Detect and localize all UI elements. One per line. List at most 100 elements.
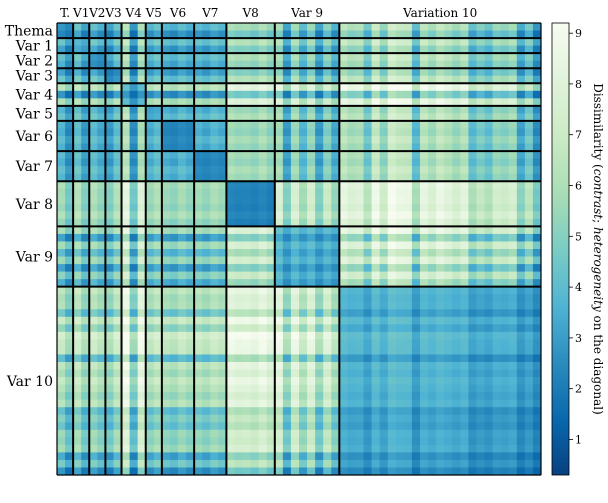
heatmap-cell — [387, 422, 397, 431]
heatmap-cell — [508, 136, 518, 144]
heatmap-cell — [299, 196, 308, 205]
heatmap-cell — [492, 264, 502, 272]
heatmap-cell — [339, 444, 348, 453]
heatmap-cell — [73, 30, 82, 39]
heatmap-cell — [371, 264, 381, 272]
heatmap-cell — [161, 75, 171, 84]
heatmap-cell — [460, 422, 469, 431]
heatmap-cell — [500, 53, 510, 62]
heatmap-cell — [121, 256, 130, 265]
heatmap-cell — [444, 452, 453, 461]
heatmap-cell — [315, 467, 324, 476]
heatmap-cell — [476, 23, 485, 31]
heatmap-cell — [266, 45, 276, 54]
heatmap-cell — [420, 354, 429, 363]
heatmap-cell — [210, 173, 219, 182]
heatmap-cell — [428, 346, 437, 355]
heatmap-cell — [323, 286, 332, 295]
heatmap-cell — [395, 128, 405, 137]
heatmap-cell — [234, 414, 243, 423]
heatmap-cell — [500, 241, 510, 250]
heatmap-cell — [379, 324, 389, 333]
heatmap-cell — [89, 271, 98, 280]
heatmap-cell — [436, 264, 445, 272]
heatmap-cell — [129, 211, 139, 220]
heatmap-cell — [57, 120, 66, 129]
heatmap-cell — [210, 324, 219, 333]
heatmap-cell — [468, 30, 477, 39]
heatmap-cell — [299, 181, 308, 190]
heatmap-cell — [186, 256, 195, 265]
heatmap-cell — [282, 279, 292, 288]
heatmap-cell — [73, 211, 82, 220]
heatmap-cell — [315, 98, 324, 107]
heatmap-cell — [242, 407, 251, 416]
heatmap-cell — [234, 120, 243, 129]
heatmap-cell — [476, 83, 485, 92]
heatmap-cell — [347, 301, 356, 310]
heatmap-cell — [355, 75, 364, 84]
heatmap-cell — [81, 384, 90, 393]
heatmap-cell — [234, 377, 243, 385]
heatmap-cell — [186, 233, 195, 242]
heatmap-cell — [524, 113, 534, 122]
heatmap-cell — [234, 294, 243, 303]
heatmap-cell — [307, 309, 316, 318]
heatmap-cell — [452, 233, 461, 242]
heatmap-cell — [339, 256, 348, 265]
row-label: Var 8 — [15, 197, 53, 213]
heatmap-cell — [460, 384, 469, 393]
heatmap-cell — [234, 166, 243, 175]
heatmap-cell — [379, 339, 389, 348]
heatmap-cell — [186, 98, 195, 107]
heatmap-cell — [323, 211, 332, 220]
heatmap-cell — [339, 188, 348, 197]
heatmap-cell — [476, 271, 485, 280]
heatmap-cell — [274, 166, 284, 175]
heatmap-cell — [516, 309, 526, 318]
heatmap-cell — [97, 316, 106, 325]
heatmap-cell — [145, 256, 155, 265]
heatmap-cell — [403, 158, 413, 167]
heatmap-cell — [403, 233, 413, 242]
heatmap-cell — [500, 98, 510, 107]
heatmap-cell — [169, 196, 179, 205]
heatmap-cell — [202, 399, 211, 408]
heatmap-cell — [508, 181, 518, 190]
heatmap-cell — [194, 181, 203, 190]
heatmap-cell — [299, 128, 308, 137]
heatmap-cell — [307, 414, 316, 423]
heatmap-cell — [299, 23, 308, 31]
heatmap-cell — [428, 294, 437, 303]
heatmap-cell — [282, 399, 292, 408]
heatmap-cell — [428, 143, 437, 152]
heatmap-cell — [153, 354, 163, 363]
heatmap-cell — [331, 459, 340, 468]
heatmap-cell — [444, 173, 453, 182]
heatmap-cell — [516, 151, 526, 159]
heatmap-cell — [476, 324, 485, 333]
heatmap-cell — [355, 399, 364, 408]
heatmap-cell — [403, 369, 413, 378]
heatmap-cell — [178, 151, 187, 159]
heatmap-cell — [331, 30, 340, 39]
heatmap-cell — [307, 218, 316, 227]
heatmap-cell — [484, 196, 493, 205]
heatmap-cell — [524, 346, 534, 355]
heatmap-cell — [436, 309, 445, 318]
heatmap-cell — [516, 188, 526, 197]
heatmap-cell — [468, 331, 477, 340]
heatmap-cell — [97, 324, 106, 333]
heatmap-cell — [395, 173, 405, 182]
heatmap-cell — [323, 113, 332, 122]
heatmap-cell — [500, 407, 510, 416]
heatmap-cell — [500, 294, 510, 303]
heatmap-cell — [186, 324, 195, 333]
heatmap-cell — [492, 173, 502, 182]
heatmap-cell — [113, 173, 122, 182]
heatmap-cell — [210, 211, 219, 220]
heatmap-cell — [266, 68, 276, 77]
heatmap-cell — [307, 422, 316, 431]
heatmap-cell — [258, 203, 268, 212]
heatmap-cell — [97, 354, 106, 363]
